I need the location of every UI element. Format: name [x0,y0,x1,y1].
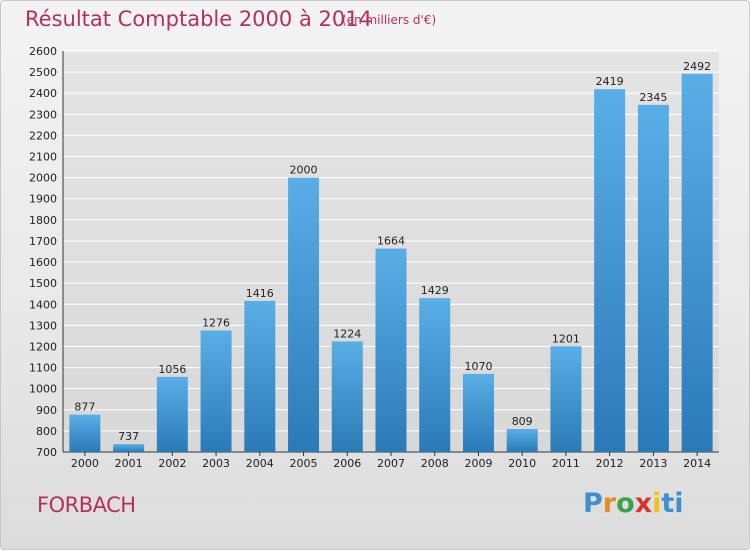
bar-value-label: 1416 [246,287,274,300]
y-tick-label: 1200 [29,340,57,353]
y-tick-label: 1700 [29,235,57,248]
y-tick-label: 1100 [29,362,57,375]
bar [681,73,713,452]
y-tick-label: 2300 [29,108,57,121]
bar-value-label: 877 [74,401,95,414]
x-tick-label: 2011 [552,457,580,470]
bar-value-label: 1276 [202,316,230,329]
y-tick-label: 800 [36,425,57,438]
y-tick-label: 2200 [29,129,57,142]
x-tick-label: 2014 [683,457,711,470]
x-tick-label: 2012 [596,457,624,470]
x-tick-label: 2010 [508,457,536,470]
bar-value-label: 809 [512,415,533,428]
y-tick-label: 1400 [29,298,57,311]
y-tick-label: 900 [36,404,57,417]
x-tick-label: 2007 [377,457,405,470]
bar-value-label: 1070 [464,360,492,373]
bar [244,300,276,452]
bar-value-label: 737 [118,430,139,443]
city-name: FORBACH [37,493,136,517]
y-tick-label: 700 [36,446,57,459]
bar-value-label: 2000 [290,164,318,177]
logo-letter: x [634,488,653,519]
x-tick-label: 2001 [115,457,143,470]
bar [637,104,669,452]
chart-title: Résultat Comptable 2000 à 2014 [25,7,372,31]
bar [462,373,494,452]
bar [288,177,320,452]
bar [375,248,407,452]
x-tick-label: 2013 [639,457,667,470]
bar-value-label: 2492 [683,60,711,73]
y-tick-label: 2000 [29,172,57,185]
y-tick-label: 2100 [29,151,57,164]
y-tick-label: 2400 [29,87,57,100]
y-tick-label: 1800 [29,214,57,227]
x-tick-label: 2002 [158,457,186,470]
y-tick-label: 1300 [29,319,57,332]
bar [69,414,101,452]
y-tick-label: 2500 [29,66,57,79]
bar [156,376,188,452]
y-tick-label: 1600 [29,256,57,269]
bar-value-label: 1201 [552,332,580,345]
logo-letter: ti [661,488,684,519]
logo-letter: i [652,488,662,519]
bar [506,428,538,452]
x-tick-label: 2003 [202,457,230,470]
y-tick-label: 1500 [29,277,57,290]
bar [331,341,363,452]
bar [113,444,145,452]
x-tick-label: 2009 [464,457,492,470]
x-tick-label: 2005 [290,457,318,470]
x-tick-label: 2004 [246,457,274,470]
y-tick-label: 1900 [29,193,57,206]
proxiti-logo: Proxiti [583,488,684,519]
bar-value-label: 1224 [333,327,361,340]
logo-letter: o [616,488,635,519]
y-tick-label: 1000 [29,383,57,396]
logo-letter: P [583,488,603,519]
bar-value-label: 1056 [158,363,186,376]
x-tick-label: 2000 [71,457,99,470]
logo-letter: r [602,488,617,519]
bar-value-label: 2419 [596,75,624,88]
x-tick-label: 2008 [421,457,449,470]
chart-subtitle: (en milliers d'€) [342,13,437,27]
bar-value-label: 2345 [639,91,667,104]
bar-value-label: 1429 [421,284,449,297]
bar [594,89,626,452]
bar [419,298,451,452]
bar [550,346,582,452]
bar-value-label: 1664 [377,235,405,248]
x-tick-label: 2006 [333,457,361,470]
y-tick-label: 2600 [29,45,57,58]
bar [200,330,232,452]
